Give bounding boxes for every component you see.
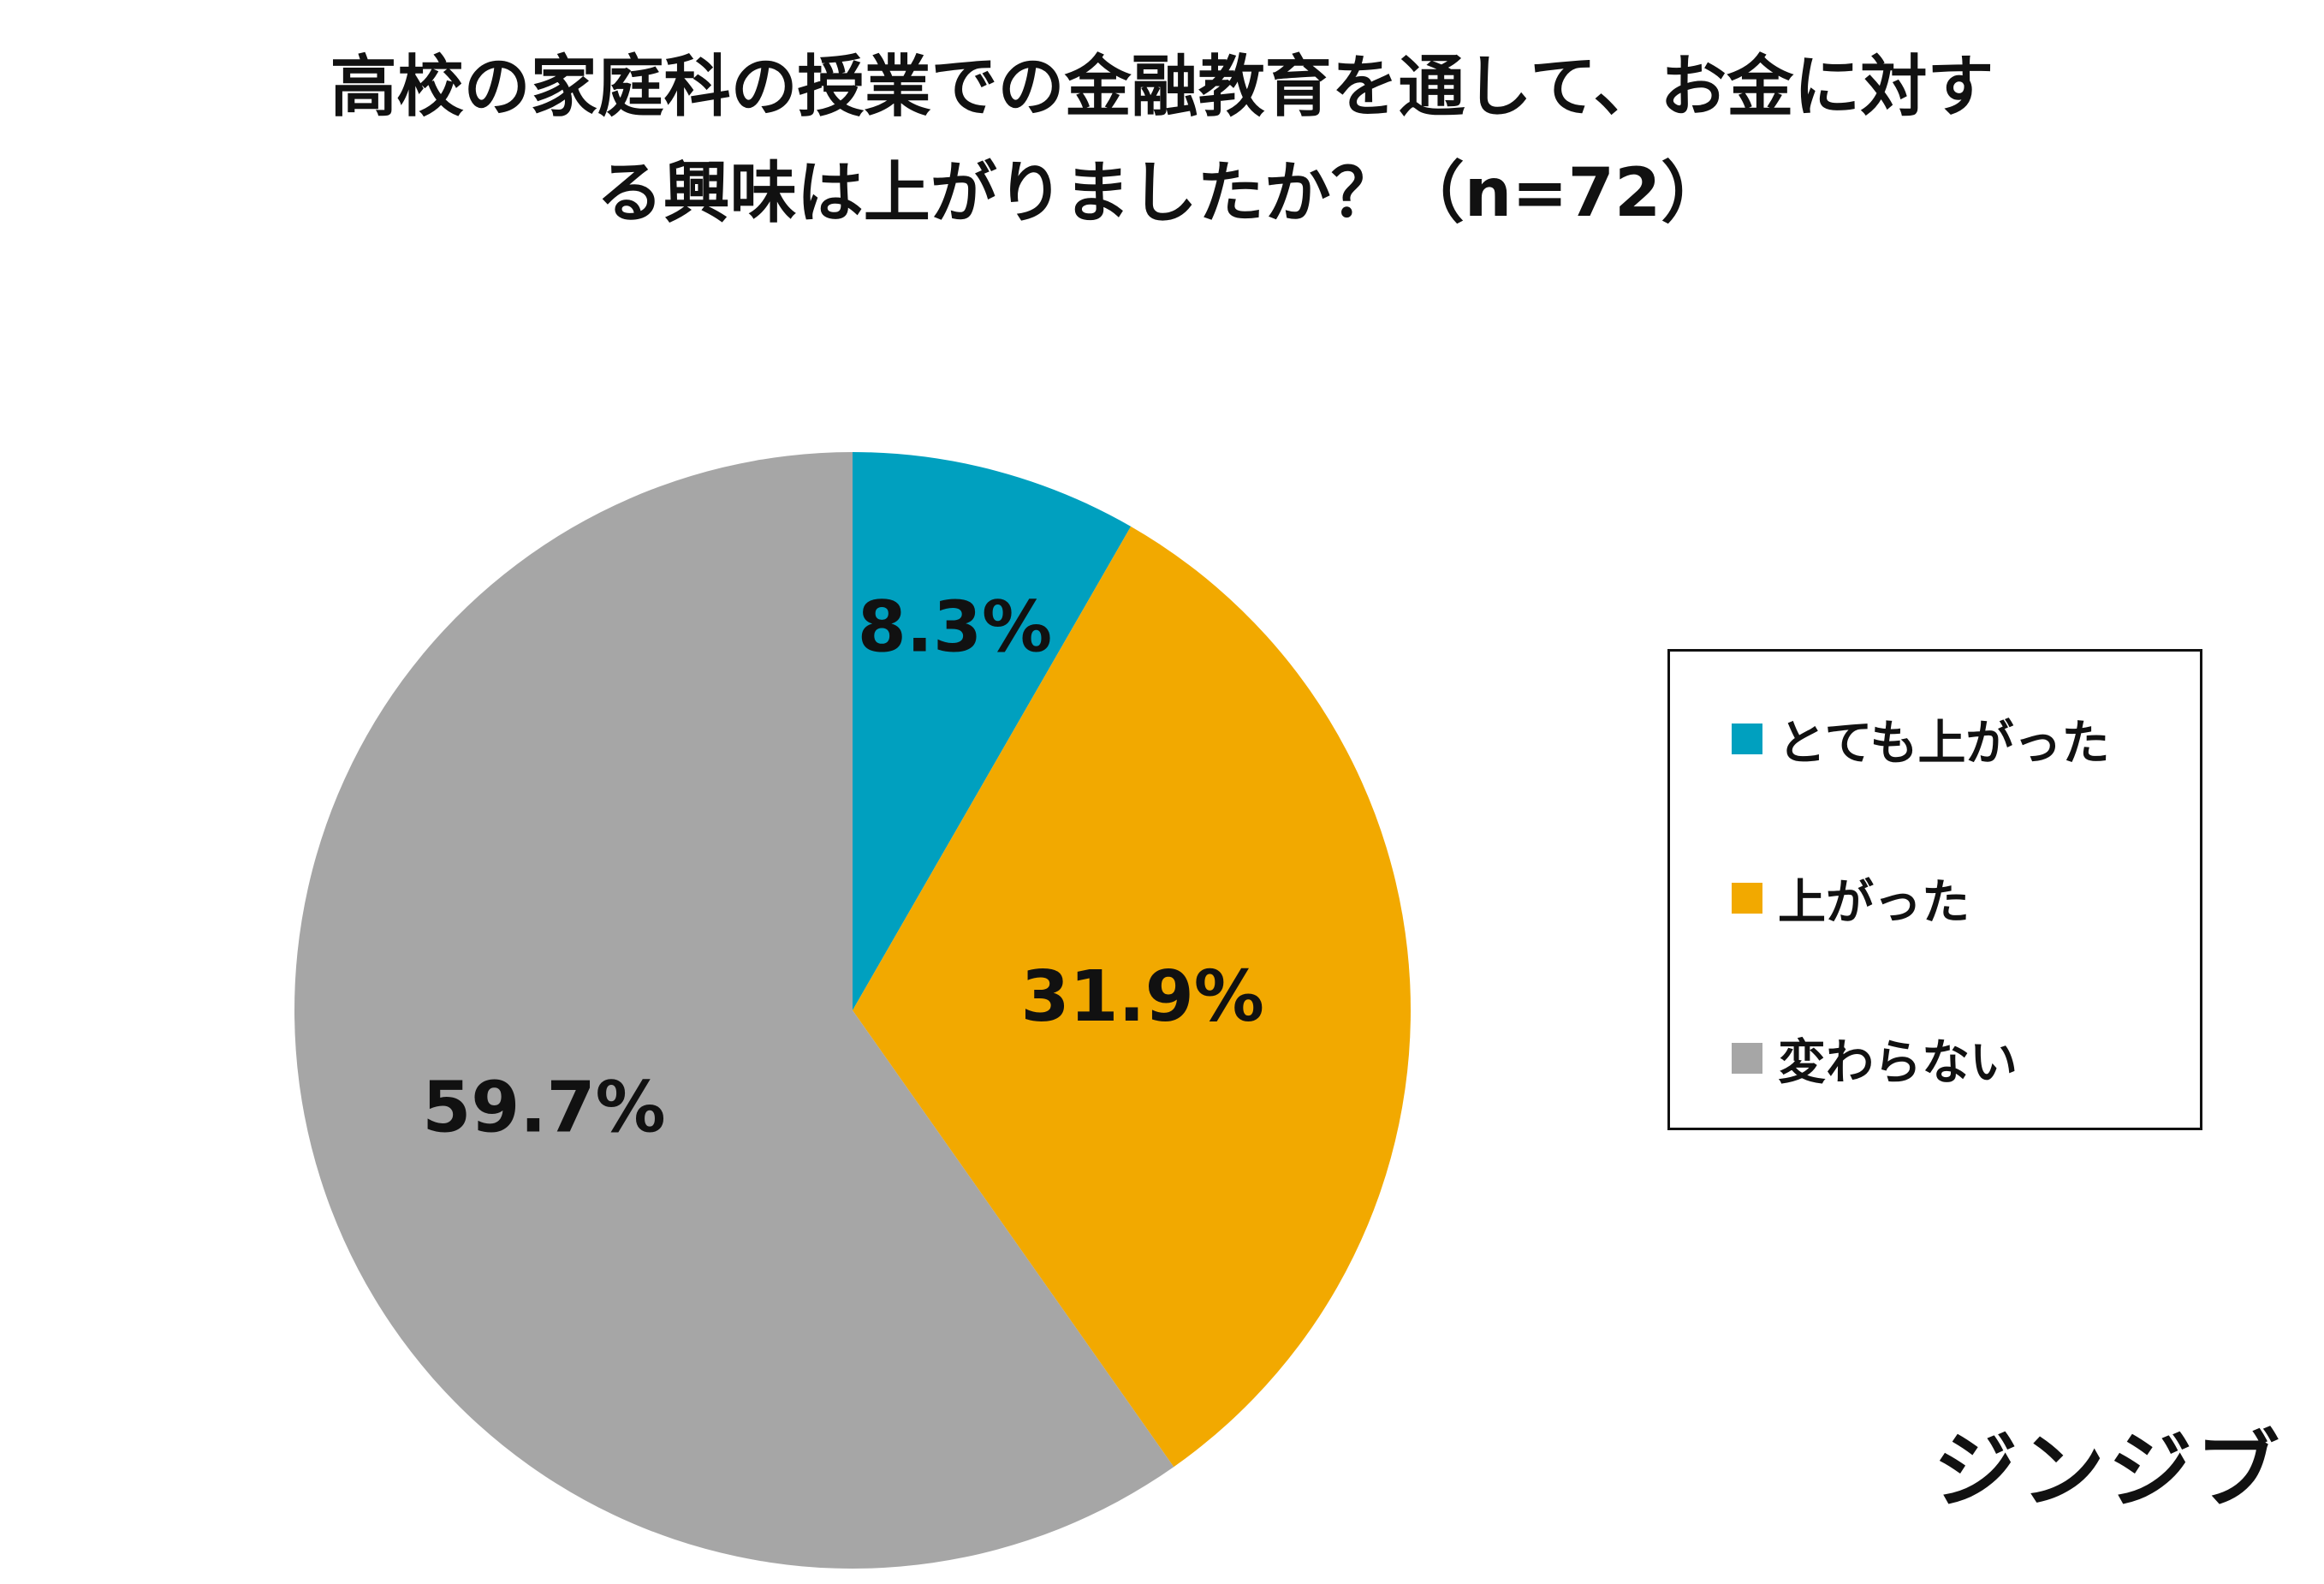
pie-data-label: 59.7% bbox=[422, 1068, 665, 1149]
chart-title: 高校の家庭科の授業での金融教育を通して、お金に対す る興味は上がりましたか？（n… bbox=[0, 34, 2324, 247]
legend-label: とても上がった bbox=[1778, 715, 2110, 771]
legend-swatch bbox=[1732, 1043, 1762, 1074]
legend-label: 上がった bbox=[1778, 874, 1970, 931]
legend-swatch bbox=[1732, 883, 1762, 914]
brand-logo: ジンジブ bbox=[1933, 1422, 2283, 1520]
legend-item-unchanged: 変わらない bbox=[1732, 1028, 2018, 1091]
legend-label: 変わらない bbox=[1778, 1034, 2018, 1091]
chart-title-line-2: る興味は上がりましたか？（n=72） bbox=[596, 155, 1728, 232]
legend-swatch bbox=[1732, 724, 1762, 754]
pie-slice bbox=[853, 452, 1132, 1010]
pie-slice bbox=[294, 452, 1174, 1569]
pie-data-label: 31.9% bbox=[1020, 956, 1263, 1038]
chart-title-line-1: 高校の家庭科の授業での金融教育を通して、お金に対す bbox=[330, 49, 1994, 126]
pie-data-label: 8.3% bbox=[858, 587, 1052, 668]
legend-item-increased: 上がった bbox=[1732, 868, 1970, 931]
pie-slice bbox=[853, 526, 1412, 1468]
legend-item-very-increased: とても上がった bbox=[1732, 709, 2110, 771]
legend: とても上がった 上がった 変わらない bbox=[1667, 649, 2202, 1130]
